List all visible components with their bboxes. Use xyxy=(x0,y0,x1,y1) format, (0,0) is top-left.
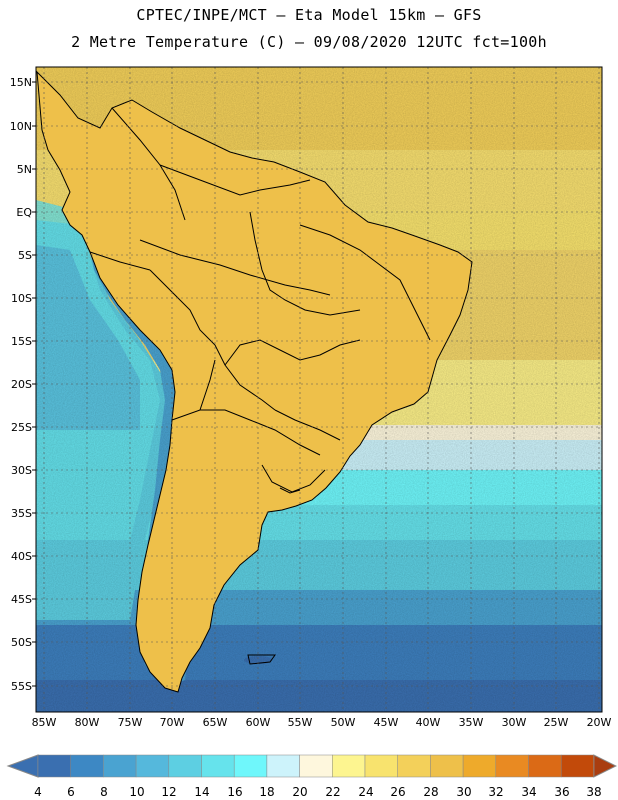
colorbar-swatch xyxy=(37,754,71,778)
colorbar-swatch xyxy=(201,754,235,778)
graticule xyxy=(36,67,602,712)
colorbar-label: 20 xyxy=(292,785,308,799)
axis-ticks xyxy=(32,81,36,687)
lon-label-55w: 55W xyxy=(287,716,313,729)
lon-label-70w: 70W xyxy=(159,716,185,729)
lat-label-35s: 35S xyxy=(11,507,32,520)
colorbar-swatch xyxy=(168,754,202,778)
lon-label-75w: 75W xyxy=(117,716,143,729)
colorbar-swatch xyxy=(135,754,170,778)
colorbar-swatch xyxy=(397,754,431,778)
colorbar-arrow-high xyxy=(593,754,618,778)
lat-label-10n: 10N xyxy=(9,120,32,133)
colorbar-label: 16 xyxy=(227,785,243,799)
colorbar-label: 24 xyxy=(358,785,374,799)
lon-label-35w: 35W xyxy=(458,716,484,729)
lat-label-25s: 25S xyxy=(11,421,32,434)
lon-label-20w: 20W xyxy=(586,716,612,729)
colorbar-label: 32 xyxy=(488,785,504,799)
lat-label-5n: 5N xyxy=(16,163,32,176)
colorbar-label: 28 xyxy=(423,785,439,799)
colorbar-label: 30 xyxy=(456,785,472,799)
lat-label-45s: 45S xyxy=(11,593,32,606)
colorbar-swatch xyxy=(430,754,464,778)
lon-label-60w: 60W xyxy=(245,716,271,729)
colorbar-label: 36 xyxy=(554,785,570,799)
colorbar-label: 12 xyxy=(161,785,177,799)
lat-label-eq: EQ xyxy=(16,206,32,219)
colorbar-label: 6 xyxy=(67,785,75,799)
colorbar-swatch xyxy=(299,754,333,778)
lon-label-30w: 30W xyxy=(501,716,527,729)
title-line-2: 2 Metre Temperature (C) – 09/08/2020 12U… xyxy=(71,33,547,51)
coastlines xyxy=(36,71,473,693)
colorbar-label: 22 xyxy=(325,785,341,799)
colorbar-swatch xyxy=(103,754,137,778)
colorbar-label: 10 xyxy=(129,785,145,799)
colorbar-swatch xyxy=(70,754,104,778)
colorbar-swatch xyxy=(560,754,595,778)
colorbar-swatch xyxy=(233,754,268,778)
colorbar-swatch xyxy=(364,754,398,778)
colorbar-label: 4 xyxy=(34,785,42,799)
lon-label-80w: 80W xyxy=(74,716,100,729)
colorbar-label: 26 xyxy=(390,785,406,799)
lat-label-15n: 15N xyxy=(9,76,32,89)
title-line-1: CPTEC/INPE/MCT – Eta Model 15km – GFS xyxy=(136,6,482,24)
map-frame xyxy=(35,66,603,713)
colorbar-swatch xyxy=(528,754,562,778)
lat-label-30s: 30S xyxy=(11,464,32,477)
colorbar-swatch xyxy=(462,754,497,778)
lon-label-25w: 25W xyxy=(543,716,569,729)
lon-label-65w: 65W xyxy=(202,716,228,729)
lat-label-5s: 5S xyxy=(18,249,32,262)
lon-label-45w: 45W xyxy=(373,716,399,729)
colorbar-label: 34 xyxy=(521,785,537,799)
lat-label-40s: 40S xyxy=(11,550,32,563)
colorbar-label: 8 xyxy=(100,785,108,799)
lat-label-10s: 10S xyxy=(11,292,32,305)
colorbar-swatch xyxy=(495,754,529,778)
colorbar-swatch xyxy=(332,754,366,778)
colorbar xyxy=(6,754,618,778)
lat-label-15s: 15S xyxy=(11,335,32,348)
lon-label-85w: 85W xyxy=(31,716,57,729)
colorbar-swatch xyxy=(266,754,300,778)
lat-label-20s: 20S xyxy=(11,378,32,391)
lon-label-50w: 50W xyxy=(330,716,356,729)
colorbar-label: 38 xyxy=(586,785,602,799)
lon-label-40w: 40W xyxy=(415,716,441,729)
colorbar-label: 18 xyxy=(259,785,275,799)
lat-label-55s: 55S xyxy=(11,680,32,693)
colorbar-label: 14 xyxy=(194,785,210,799)
lat-label-50s: 50S xyxy=(11,636,32,649)
colorbar-arrow-low xyxy=(6,754,39,778)
